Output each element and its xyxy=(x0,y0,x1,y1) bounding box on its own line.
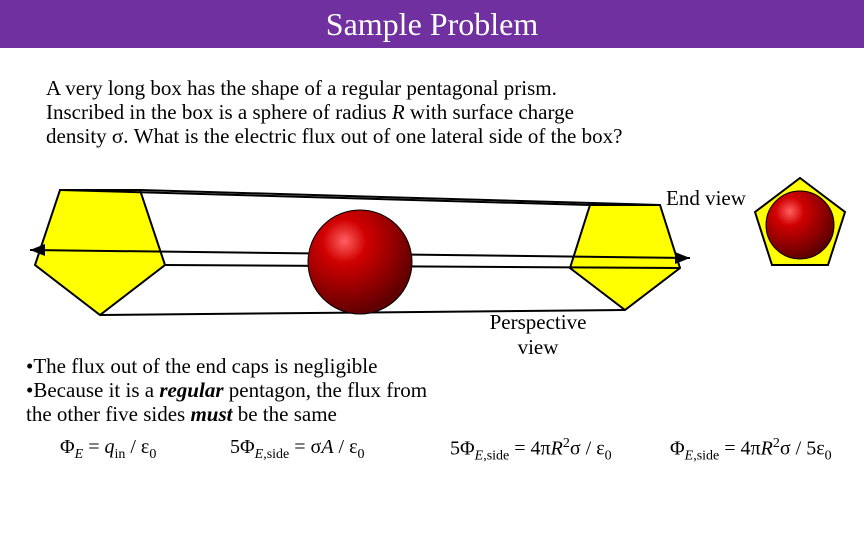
bullet-1: •The flux out of the end caps is negligi… xyxy=(26,354,377,378)
problem-R: R xyxy=(392,100,405,124)
bullet-2-regular: regular xyxy=(159,378,223,402)
problem-statement: A very long box has the shape of a regul… xyxy=(38,72,738,152)
diagram xyxy=(0,170,864,350)
perspective-label: Perspective view xyxy=(478,310,598,360)
problem-line2b: with surface charge xyxy=(405,100,574,124)
problem-line3b: . What is the electric flux out of one l… xyxy=(123,124,622,148)
problem-line3a: density xyxy=(46,124,112,148)
bullet-2b: pentagon, the flux from xyxy=(224,378,428,402)
bullet-2a: •Because it is a xyxy=(26,378,159,402)
left-pentagon xyxy=(35,190,165,315)
prism-svg xyxy=(0,170,864,370)
axis-arrow-head-right xyxy=(675,252,690,264)
problem-line1: A very long box has the shape of a regul… xyxy=(46,76,557,100)
equation-1: ΦE = qin / ε0 xyxy=(60,436,156,463)
title-bar: Sample Problem xyxy=(0,0,864,48)
equation-4: ΦE,side = 4πR2σ / 5ε0 xyxy=(670,436,832,465)
equation-3: 5ΦE,side = 4πR2σ / ε0 xyxy=(450,436,612,465)
axis-arrow-head-left xyxy=(30,244,45,256)
problem-sigma: σ xyxy=(112,124,123,148)
equation-2: 5ΦE,side = σA / ε0 xyxy=(230,436,365,463)
prism-edge xyxy=(140,190,660,205)
sphere-end-view xyxy=(766,191,834,259)
page-title: Sample Problem xyxy=(326,6,538,43)
sphere-perspective xyxy=(308,210,412,314)
bullet-3b: be the same xyxy=(232,402,336,426)
solution-bullets: •The flux out of the end caps is negligi… xyxy=(26,354,546,426)
bullet-3a: the other five sides xyxy=(26,402,190,426)
problem-line2a: Inscribed in the box is a sphere of radi… xyxy=(46,100,392,124)
bullet-3-must: must xyxy=(190,402,232,426)
equations-row: ΦE = qin / ε0 5ΦE,side = σA / ε0 5ΦE,sid… xyxy=(60,436,860,476)
